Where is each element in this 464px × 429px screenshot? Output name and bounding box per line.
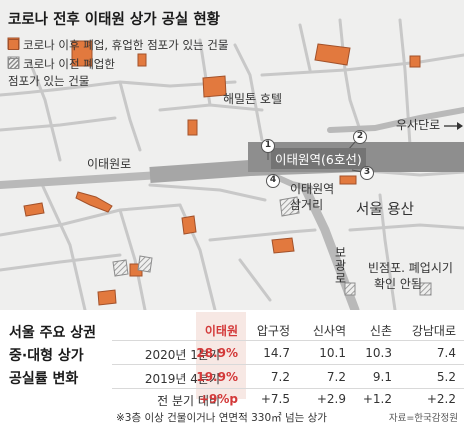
cell-sinsa: 7.2 (326, 370, 346, 384)
cell-gangnam-daero: +2.2 (426, 392, 456, 406)
legend-closed-before-covid-line2: 점포가 있는 건물 (8, 73, 89, 89)
building (187, 119, 198, 136)
cell-itaewon: 28.9% (196, 346, 238, 360)
legend-label: 코로나 이후 폐업, 휴업한 점포가 있는 건물 (23, 38, 229, 52)
cell-apgujeong: 7.2 (270, 370, 290, 384)
map: 코로나 전후 이태원 상가 공실 현황 코로나 이후 폐업, 휴업한 점포가 있… (0, 0, 464, 310)
row-divider (112, 364, 464, 365)
vacancy-table: 서울 주요 상권 중·대형 상가 공실률 변화 이태원 압구정 신사역 신촌 강… (0, 312, 464, 429)
building (339, 175, 357, 185)
building (75, 191, 113, 213)
cell-itaewon: 19.9% (196, 370, 238, 384)
building (279, 196, 300, 217)
row-label-qoq-change: 전 분기 대비 (157, 394, 220, 408)
building (112, 259, 129, 277)
junction-label-line1: 이태원역 (290, 182, 335, 196)
legend-label: 코로나 이전 폐업한 (23, 57, 115, 71)
table-source: 자료=한국감정원 (388, 413, 458, 424)
header-itaewon: 이태원 (204, 324, 238, 338)
table-title-line1: 서울 주요 상권 (9, 325, 97, 341)
cell-itaewon: +9%p (198, 392, 238, 406)
exit-marker-2: 2 (353, 130, 367, 144)
cell-apgujeong: +7.5 (260, 392, 290, 406)
exit-marker-1: 1 (261, 139, 275, 153)
minor-roads (0, 18, 464, 310)
bogwang-ro-label: 보광로 (333, 246, 347, 285)
vacant-note-line1: 빈점포. 폐업시기 (368, 261, 453, 275)
orange-swatch-icon (8, 39, 19, 50)
table-footnote: ※3층 이상 건물이거나 연면적 330㎡ 넘는 상가 (116, 412, 327, 424)
legend-label: 점포가 있는 건물 (8, 74, 90, 88)
vacant-note-line2: 확인 안됨 (374, 277, 422, 291)
header-sinchon: 신촌 (369, 324, 392, 338)
building (202, 75, 227, 98)
header-divider (112, 340, 464, 341)
hatched-swatch-icon (8, 58, 19, 69)
map-title: 코로나 전후 이태원 상가 공실 현황 (8, 12, 220, 28)
header-apgujeong: 압구정 (256, 324, 290, 338)
building (23, 202, 45, 217)
building (181, 215, 197, 235)
header-gangnam-daero: 강남대로 (411, 324, 456, 338)
building (137, 53, 147, 67)
cell-sinchon: +1.2 (362, 392, 392, 406)
legend-closed-before-covid: 코로나 이전 폐업한 (8, 56, 115, 72)
district-label: 서울 용산 (356, 202, 414, 218)
row-label-2019q4: 2019년 4분기 (144, 372, 220, 386)
itaewon-column-highlight (196, 312, 246, 399)
building (314, 43, 351, 66)
header-sinsa: 신사역 (312, 324, 346, 338)
building (271, 237, 295, 254)
hamilton-hotel-label: 해밀톤 호텔 (223, 92, 283, 106)
building (137, 255, 153, 273)
building (409, 55, 421, 68)
cell-apgujeong: 14.7 (263, 346, 290, 360)
building (97, 289, 117, 306)
building (71, 40, 93, 67)
table-title-line3: 공실률 변화 (9, 371, 79, 387)
itaewon-ro-label: 이태원로 (87, 157, 132, 171)
row-divider (112, 388, 464, 389)
building (419, 282, 432, 296)
itaewon-station-label: 이태원역(6호선) (271, 148, 366, 169)
table-title-line2: 중·대형 상가 (9, 348, 84, 364)
cell-gangnam-daero: 5.2 (436, 370, 456, 384)
usadan-ro-arrow (444, 122, 463, 130)
exit-marker-3: 3 (360, 166, 374, 180)
junction-label-line2: 삼거리 (290, 198, 324, 212)
cell-sinchon: 9.1 (372, 370, 392, 384)
cell-sinchon: 10.3 (365, 346, 392, 360)
row-label-2020q1: 2020년 1분기 (144, 348, 220, 362)
cell-sinsa: +2.9 (316, 392, 346, 406)
exit-marker-4: 4 (266, 174, 280, 188)
cell-sinsa: 10.1 (319, 346, 346, 360)
closed-after-covid-buildings (7, 37, 421, 306)
cell-gangnam-daero: 7.4 (436, 346, 456, 360)
usadan-ro-label: 우사단로 (396, 118, 441, 132)
building (344, 282, 356, 296)
legend-closed-after-covid: 코로나 이후 폐업, 휴업한 점포가 있는 건물 (8, 37, 228, 53)
